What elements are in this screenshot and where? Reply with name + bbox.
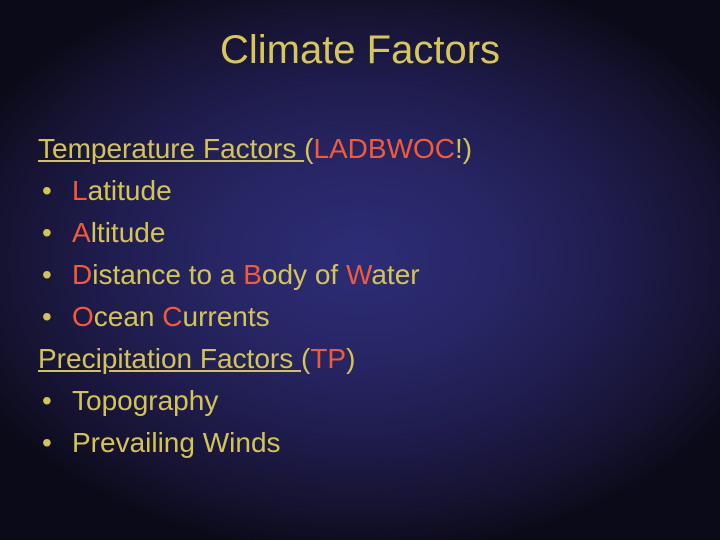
bullet-text: Distance to a Body of Water [72, 254, 420, 296]
bullet-marker: • [38, 296, 72, 338]
bullet-item: •Altitude [38, 212, 472, 254]
paren-close: ) [346, 343, 355, 374]
text-span: cean [94, 301, 163, 332]
section-heading: Precipitation Factors (TP) [38, 338, 472, 380]
bullet-text: Latitude [72, 170, 172, 212]
bullet-marker: • [38, 170, 72, 212]
highlight-letter: B [243, 259, 262, 290]
bullet-item: •Prevailing Winds [38, 422, 472, 464]
highlight-letter: D [72, 259, 92, 290]
text-span: ater [371, 259, 419, 290]
text-span: Prevailing Winds [72, 427, 281, 458]
text-span: urrents [183, 301, 270, 332]
bullet-item: •Topography [38, 380, 472, 422]
bullet-item: •Latitude [38, 170, 472, 212]
heading-label: Temperature Factors [38, 133, 304, 164]
bullet-marker: • [38, 254, 72, 296]
heading-acronym: LADBWOC [313, 133, 455, 164]
paren-open: ( [301, 343, 310, 374]
text-span: atitude [88, 175, 172, 206]
text-span: Topography [72, 385, 218, 416]
bullet-marker: • [38, 380, 72, 422]
section-heading: Temperature Factors (LADBWOC!) [38, 128, 472, 170]
paren-close: ) [463, 133, 472, 164]
heading-exclaim: ! [455, 133, 463, 164]
highlight-letter: O [72, 301, 94, 332]
slide-title: Climate Factors [0, 28, 720, 73]
highlight-letter: L [72, 175, 88, 206]
slide-body: Temperature Factors (LADBWOC!)•Latitude•… [38, 128, 472, 464]
heading-label: Precipitation Factors [38, 343, 301, 374]
text-span: ody of [262, 259, 346, 290]
bullet-marker: • [38, 422, 72, 464]
bullet-text: Prevailing Winds [72, 422, 281, 464]
highlight-letter: W [346, 259, 371, 290]
bullet-item: •Distance to a Body of Water [38, 254, 472, 296]
bullet-text: Ocean Currents [72, 296, 270, 338]
heading-acronym: TP [310, 343, 346, 374]
bullet-text: Topography [72, 380, 218, 422]
bullet-item: •Ocean Currents [38, 296, 472, 338]
highlight-letter: A [72, 217, 91, 248]
bullet-text: Altitude [72, 212, 165, 254]
highlight-letter: C [162, 301, 182, 332]
text-span: istance to a [92, 259, 243, 290]
text-span: ltitude [91, 217, 166, 248]
bullet-marker: • [38, 212, 72, 254]
